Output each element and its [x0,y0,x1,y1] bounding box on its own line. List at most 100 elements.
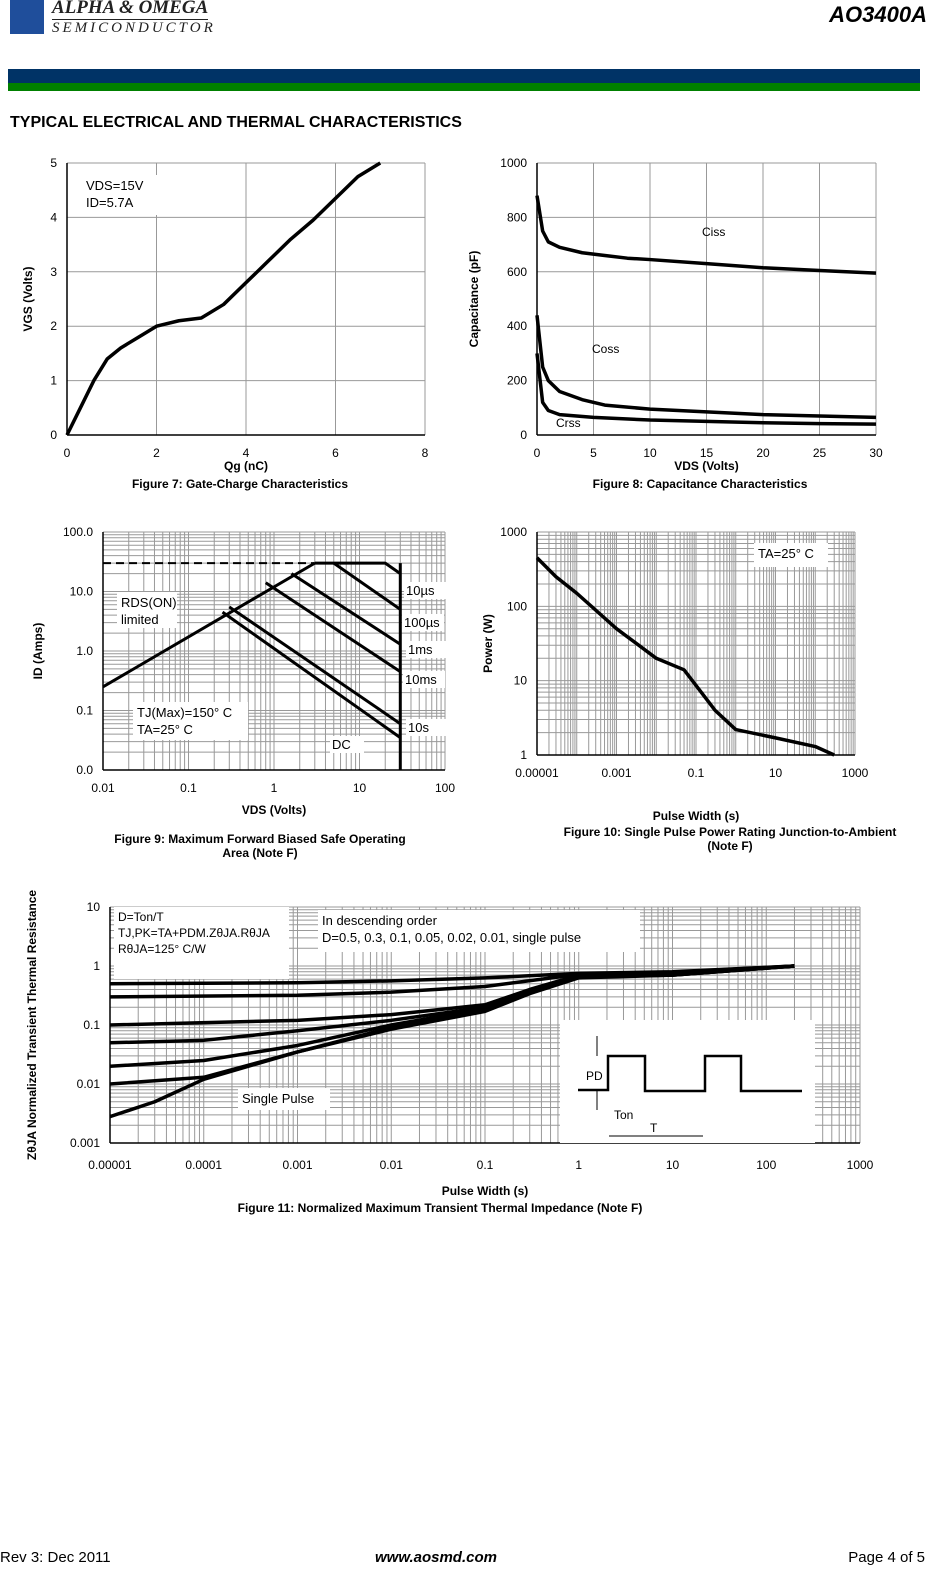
y-tick-label: 5 [50,156,57,170]
y-tick-label: 0.1 [76,704,93,718]
y-tick-label: 200 [507,374,527,388]
fig11-formula-text: D=Ton/T [118,910,164,924]
x-tick-label: 0.1 [477,1158,494,1172]
ciss-label: Ciss [702,225,725,239]
x-tick-label: 1000 [847,1158,874,1172]
x-tick-label: 100 [435,781,455,795]
fig9-pulse-label: 1ms [408,642,433,657]
y-tick-label: 600 [507,265,527,279]
x-axis-label: VDS (Volts) [242,803,306,817]
x-tick-label: 1 [271,781,278,795]
y-tick-label: 4 [50,210,57,224]
fig8-series-crss [535,353,877,426]
fig8-series-coss [535,315,877,420]
period-label: T [650,1121,658,1135]
x-tick-label: 8 [422,446,429,460]
x-tick-label: 2 [153,446,160,460]
y-tick-label: 800 [507,210,527,224]
fig9-rdson-text: limited [121,612,159,627]
fig9-label-bg [402,614,444,631]
fig7-series-curve [65,161,382,436]
x-tick-label: 0 [534,446,541,460]
header-bar-blue [8,69,920,83]
fig9-label-bg [406,641,448,658]
company-logo [10,0,44,34]
fig7-conditions-box [82,175,172,215]
fig11-formula-box [114,907,289,979]
fig11-single-pulse-text: Single Pulse [242,1091,314,1106]
y-tick-label: 2 [50,319,57,333]
fig9-label-bg [406,719,448,736]
fig9-label-bg [404,582,446,599]
brand-subtitle: SEMICONDUCTOR [52,20,216,36]
y-tick-label: 0 [50,428,57,442]
header-bar-green [8,83,920,91]
y-tick-label: 3 [50,265,57,279]
x-tick-label: 1 [575,1158,582,1172]
fig9-series-100-s [332,561,402,611]
fig9-pulse-label: 100µs [404,615,440,630]
y-tick-label: 1 [93,959,100,973]
y-tick-label: 10 [514,674,528,688]
fig11-order-text: In descending order [322,913,438,928]
waveform-inset [560,1020,815,1143]
fig9-caption: Figure 9: Maximum Forward Biased Safe Op… [114,832,406,860]
x-tick-label: 0.01 [380,1158,404,1172]
y-tick-label: 1000 [500,156,527,170]
fig10-chart: 0.00001 0.001 0.1 10 1000 1 10 100 1000 Pulse Wid… [481,525,869,823]
fig7-chart: 0 2 4 6 8 0 1 2 3 4 5 Qg (nC) VGS (Volts) [21,156,429,473]
ton-label: Ton [614,1108,633,1122]
fig9-pulse-label: 10ms [405,672,437,687]
x-tick-label: 0.1 [688,766,705,780]
fig9-conditions-text: TJ(Max)=150° C [137,705,232,720]
y-tick-label: 1 [520,748,527,762]
fig9-label-bg [330,736,364,753]
fig9-series-rds-on-limited [102,561,316,689]
fig11-formula-text: RθJA=125° C/W [118,942,207,956]
fig9-series-dc [221,610,402,739]
fig8-caption: Figure 8: Capacitance Characteristics [592,477,808,491]
y-tick-label: 1000 [500,525,527,539]
coss-label: Coss [592,342,619,356]
fig9-series-10ms [264,581,402,673]
brand-name: ALPHA & OMEGA [52,0,209,20]
fig9-rdson-text: RDS(ON) [121,595,177,610]
x-tick-label: 15 [700,446,714,460]
x-tick-label: 10 [769,766,783,780]
x-tick-label: 0.01 [91,781,115,795]
fig11-order-text: D=0.5, 0.3, 0.1, 0.05, 0.02, 0.01, singl… [322,930,581,945]
x-tick-label: 5 [590,446,597,460]
fig9-rdson-box [117,592,177,628]
fig11-order-box [318,910,640,952]
y-tick-label: 1.0 [76,644,93,658]
fig9-chart: 0.01 0.1 1 10 100 0.0 0.1 1.0 10.0 100.0 VDS (Volt… [31,525,455,817]
y-axis-label: ZθJA Normalized Transient Thermal Resist… [25,890,39,1160]
x-tick-label: 0 [64,446,71,460]
y-tick-label: 10.0 [70,585,94,599]
pd-label: PD [586,1069,603,1083]
fig9-pulse-label: 10µs [406,583,435,598]
fig9-pulse-label: 10s [408,720,429,735]
fig8-series-ciss [535,195,877,275]
x-tick-label: 10 [643,446,657,460]
x-tick-label: 25 [813,446,827,460]
website-link[interactable]: www.aosmd.com [375,1549,497,1566]
x-tick-label: 10 [666,1158,680,1172]
x-tick-label: 100 [756,1158,776,1172]
fig10-series-curve [535,556,835,757]
x-tick-label: 0.00001 [88,1158,132,1172]
crss-label: Crss [556,416,581,430]
page-number: Page 4 of 5 [848,1549,925,1566]
fig9-conditions-box [133,702,248,740]
y-tick-label: 0.0 [76,763,93,777]
fig9-series-10s [228,605,402,725]
x-tick-label: 10 [353,781,367,795]
x-axis-label: VDS (Volts) [674,459,738,473]
x-axis-label: Qg (nC) [224,459,268,473]
x-tick-label: 0.0001 [185,1158,222,1172]
fig10-ta-box [754,543,828,567]
fig7-conditions-text: VDS=15V [86,178,144,193]
y-axis-label: Capacitance (pF) [467,251,481,348]
fig11-caption: Figure 11: Normalized Maximum Transient … [237,1201,643,1215]
y-tick-label: 10 [87,900,101,914]
